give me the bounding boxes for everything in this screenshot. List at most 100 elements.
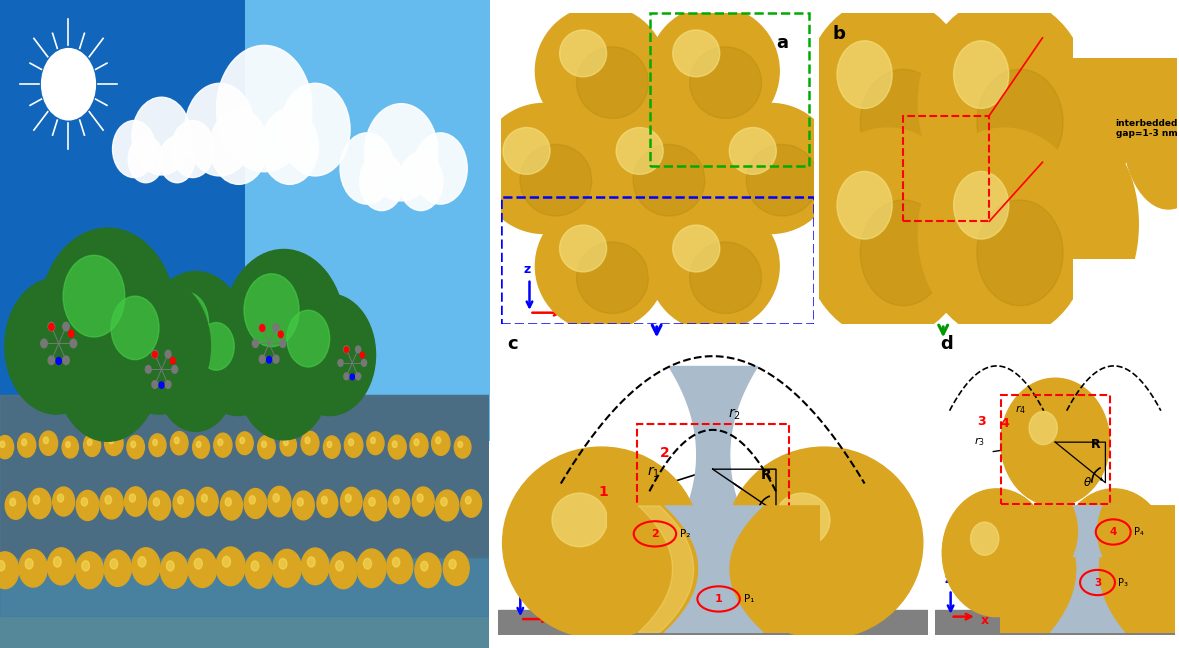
Circle shape <box>592 104 723 233</box>
Circle shape <box>266 356 271 363</box>
Circle shape <box>725 447 923 639</box>
Circle shape <box>130 494 136 502</box>
Circle shape <box>68 330 74 337</box>
Circle shape <box>213 433 232 457</box>
Circle shape <box>62 356 70 365</box>
Circle shape <box>1001 378 1109 506</box>
Circle shape <box>457 441 462 448</box>
Circle shape <box>323 436 341 458</box>
Circle shape <box>171 432 187 455</box>
Circle shape <box>33 496 40 504</box>
Text: $\theta$: $\theta$ <box>1084 476 1093 489</box>
Circle shape <box>131 441 136 448</box>
Circle shape <box>349 439 354 446</box>
Circle shape <box>414 439 419 446</box>
Circle shape <box>370 437 375 444</box>
Circle shape <box>350 374 355 380</box>
Circle shape <box>705 104 836 233</box>
Circle shape <box>577 47 648 119</box>
Bar <box>0 421 489 648</box>
Text: 2: 2 <box>651 529 659 539</box>
Circle shape <box>389 489 410 518</box>
Circle shape <box>340 133 394 204</box>
Circle shape <box>274 355 279 363</box>
Circle shape <box>178 496 184 504</box>
Circle shape <box>259 324 265 332</box>
Circle shape <box>297 498 303 506</box>
Circle shape <box>461 490 481 517</box>
Circle shape <box>1060 489 1168 617</box>
Text: R: R <box>760 468 771 482</box>
Circle shape <box>58 494 64 502</box>
Circle shape <box>39 228 176 410</box>
Circle shape <box>410 434 428 457</box>
Circle shape <box>197 441 202 448</box>
Circle shape <box>261 108 318 185</box>
Circle shape <box>171 121 215 178</box>
Circle shape <box>1088 522 1117 555</box>
Circle shape <box>153 498 159 506</box>
Circle shape <box>239 437 245 444</box>
Circle shape <box>360 353 364 358</box>
Circle shape <box>986 493 1041 547</box>
Circle shape <box>937 447 1134 639</box>
Circle shape <box>53 557 61 567</box>
Circle shape <box>238 318 330 440</box>
Circle shape <box>861 69 947 175</box>
Text: interbedded
gap=1-3 nm: interbedded gap=1-3 nm <box>1115 119 1178 138</box>
Circle shape <box>503 128 551 174</box>
Text: z: z <box>514 573 521 586</box>
Text: d: d <box>940 335 953 353</box>
Circle shape <box>502 447 700 639</box>
Circle shape <box>291 447 488 639</box>
Circle shape <box>1036 0 1146 184</box>
Text: 3: 3 <box>976 415 986 428</box>
Circle shape <box>19 550 47 587</box>
Circle shape <box>861 200 947 306</box>
Circle shape <box>216 547 245 586</box>
Circle shape <box>244 489 266 518</box>
Circle shape <box>172 365 178 373</box>
Text: $r_1$: $r_1$ <box>647 465 660 480</box>
Text: R: R <box>1091 438 1100 451</box>
Circle shape <box>341 493 396 547</box>
Circle shape <box>223 556 231 567</box>
Circle shape <box>274 324 279 332</box>
Bar <box>498 610 928 635</box>
Circle shape <box>775 493 830 547</box>
Circle shape <box>1045 139 1138 309</box>
Circle shape <box>268 487 291 516</box>
Circle shape <box>341 487 362 516</box>
Circle shape <box>81 561 90 571</box>
Circle shape <box>41 49 95 120</box>
Circle shape <box>322 496 328 504</box>
Circle shape <box>520 145 592 216</box>
Circle shape <box>132 97 191 175</box>
Circle shape <box>75 552 104 588</box>
Circle shape <box>415 553 441 588</box>
Circle shape <box>18 434 35 457</box>
Circle shape <box>195 559 203 569</box>
Circle shape <box>387 549 413 584</box>
Circle shape <box>535 6 666 136</box>
Bar <box>935 610 1175 635</box>
Circle shape <box>159 136 195 183</box>
Circle shape <box>174 437 179 444</box>
Circle shape <box>218 439 223 446</box>
Circle shape <box>284 294 376 415</box>
Circle shape <box>166 561 174 571</box>
Circle shape <box>244 273 299 347</box>
Circle shape <box>918 128 1091 340</box>
Circle shape <box>367 432 384 455</box>
Circle shape <box>394 496 400 504</box>
Text: P₂: P₂ <box>680 529 691 539</box>
Circle shape <box>202 494 208 502</box>
Circle shape <box>110 559 118 569</box>
Circle shape <box>149 491 171 520</box>
Circle shape <box>393 441 397 448</box>
Circle shape <box>197 487 218 516</box>
Circle shape <box>185 84 255 176</box>
Circle shape <box>417 494 423 502</box>
Circle shape <box>252 340 258 347</box>
Circle shape <box>100 488 124 519</box>
